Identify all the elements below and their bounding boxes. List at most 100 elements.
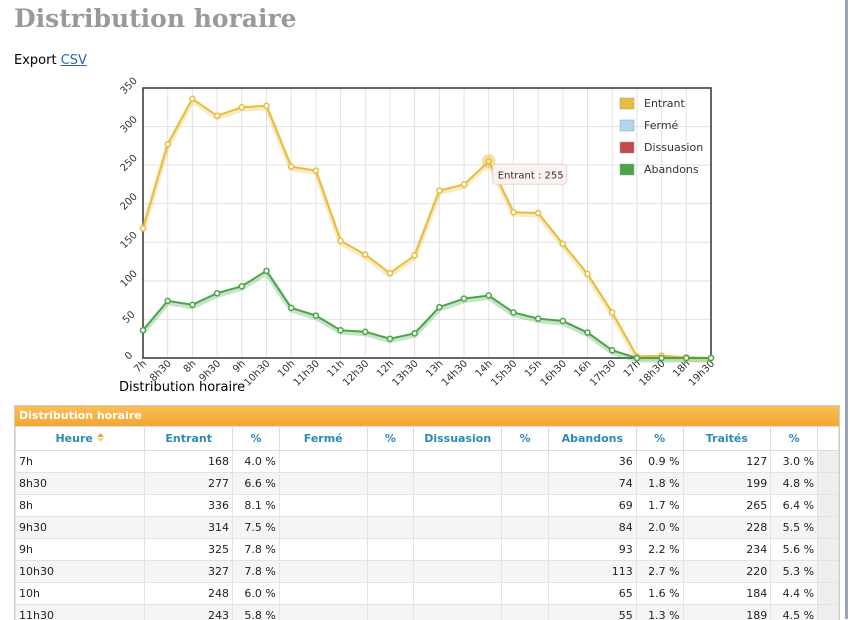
- point: [239, 105, 244, 110]
- legend-swatch: [620, 120, 634, 131]
- table-cell: 74: [548, 473, 636, 495]
- y-tick-label: 350: [119, 76, 140, 97]
- point: [338, 328, 343, 333]
- x-tick-label: 11h30: [292, 358, 322, 388]
- table-cell: [367, 495, 414, 517]
- scrollbar: [818, 451, 839, 473]
- table-cell: [414, 539, 502, 561]
- scrollbar: [818, 495, 839, 517]
- table-cell: 10h: [16, 583, 145, 605]
- table-cell: 168: [145, 451, 233, 473]
- legend-label: Fermé: [644, 119, 679, 132]
- sort-icon: [96, 433, 105, 442]
- point: [536, 210, 541, 215]
- table-cell: 2.7 %: [636, 561, 683, 583]
- table-cell: 184: [683, 583, 771, 605]
- table-cell: 336: [145, 495, 233, 517]
- table-cell: 9h: [16, 539, 145, 561]
- table-cell: 1.8 %: [636, 473, 683, 495]
- point: [462, 296, 467, 301]
- table-cell: [367, 605, 414, 620]
- header-label: Fermé: [304, 432, 343, 445]
- table-cell: 314: [145, 517, 233, 539]
- table-cell: 9h30: [16, 517, 145, 539]
- table-cell: [414, 605, 502, 620]
- table-cell: [279, 495, 367, 517]
- point: [412, 253, 417, 258]
- point: [634, 356, 639, 361]
- table-cell: 5.8 %: [233, 605, 280, 620]
- point: [709, 356, 714, 361]
- table-cell: 1.6 %: [636, 583, 683, 605]
- table-cell: 199: [683, 473, 771, 495]
- scroll-header: [818, 427, 839, 451]
- csv-link[interactable]: CSV: [61, 53, 87, 68]
- point: [684, 356, 689, 361]
- table-cell: 55: [548, 605, 636, 620]
- legend-label: Entrant: [644, 97, 685, 110]
- table-cell: 5.5 %: [771, 517, 818, 539]
- point: [141, 226, 146, 231]
- header-label: %: [520, 432, 531, 445]
- point: [462, 182, 467, 187]
- table-cell: 7.8 %: [233, 539, 280, 561]
- table-cell: 127: [683, 451, 771, 473]
- x-tick-label: 15h30: [489, 358, 519, 388]
- table-cell: 10h30: [16, 561, 145, 583]
- point: [289, 305, 294, 310]
- point: [264, 103, 269, 108]
- table-cell: 1.7 %: [636, 495, 683, 517]
- x-tick-label: 9h: [231, 358, 248, 375]
- table-cell: 327: [145, 561, 233, 583]
- table-cell: 325: [145, 539, 233, 561]
- point: [289, 164, 294, 169]
- point: [387, 271, 392, 276]
- header-label: %: [385, 432, 396, 445]
- column-header: %: [502, 427, 549, 451]
- column-header[interactable]: Heure: [16, 427, 145, 451]
- point: [165, 298, 170, 303]
- table-cell: 65: [548, 583, 636, 605]
- point: [141, 328, 146, 333]
- table-cell: 93: [548, 539, 636, 561]
- table-cell: 243: [145, 605, 233, 620]
- x-tick-label: 10h30: [242, 358, 272, 388]
- table-title: Distribution horaire: [15, 406, 839, 426]
- x-tick-label: 12h30: [341, 358, 371, 388]
- table-cell: [367, 451, 414, 473]
- point: [215, 291, 220, 296]
- point: [659, 356, 664, 361]
- scrollbar: [818, 473, 839, 495]
- point: [239, 284, 244, 289]
- y-tick-label: 100: [119, 268, 140, 289]
- table-cell: 5.6 %: [771, 539, 818, 561]
- table-cell: 8.1 %: [233, 495, 280, 517]
- series-shadow: [143, 273, 711, 360]
- point: [165, 142, 170, 147]
- x-tick-label: 18h30: [637, 358, 667, 388]
- point: [437, 188, 442, 193]
- x-tick-label: 16h: [572, 358, 593, 379]
- table-cell: 69: [548, 495, 636, 517]
- column-header: %: [367, 427, 414, 451]
- x-tick-label: 8h: [182, 358, 199, 375]
- table-cell: 8h30: [16, 473, 145, 495]
- y-tick-label: 50: [121, 309, 138, 326]
- table-cell: 11h30: [16, 605, 145, 620]
- table-cell: 220: [683, 561, 771, 583]
- point: [412, 331, 417, 336]
- column-header: Dissuasion: [414, 427, 502, 451]
- table-cell: 189: [683, 605, 771, 620]
- table-cell: 2.0 %: [636, 517, 683, 539]
- table-cell: 4.4 %: [771, 583, 818, 605]
- x-tick-label: 15h: [523, 358, 544, 379]
- table-cell: 7h: [16, 451, 145, 473]
- x-tick-label: 14h: [474, 358, 495, 379]
- table-cell: 4.8 %: [771, 473, 818, 495]
- column-header: Abandons: [548, 427, 636, 451]
